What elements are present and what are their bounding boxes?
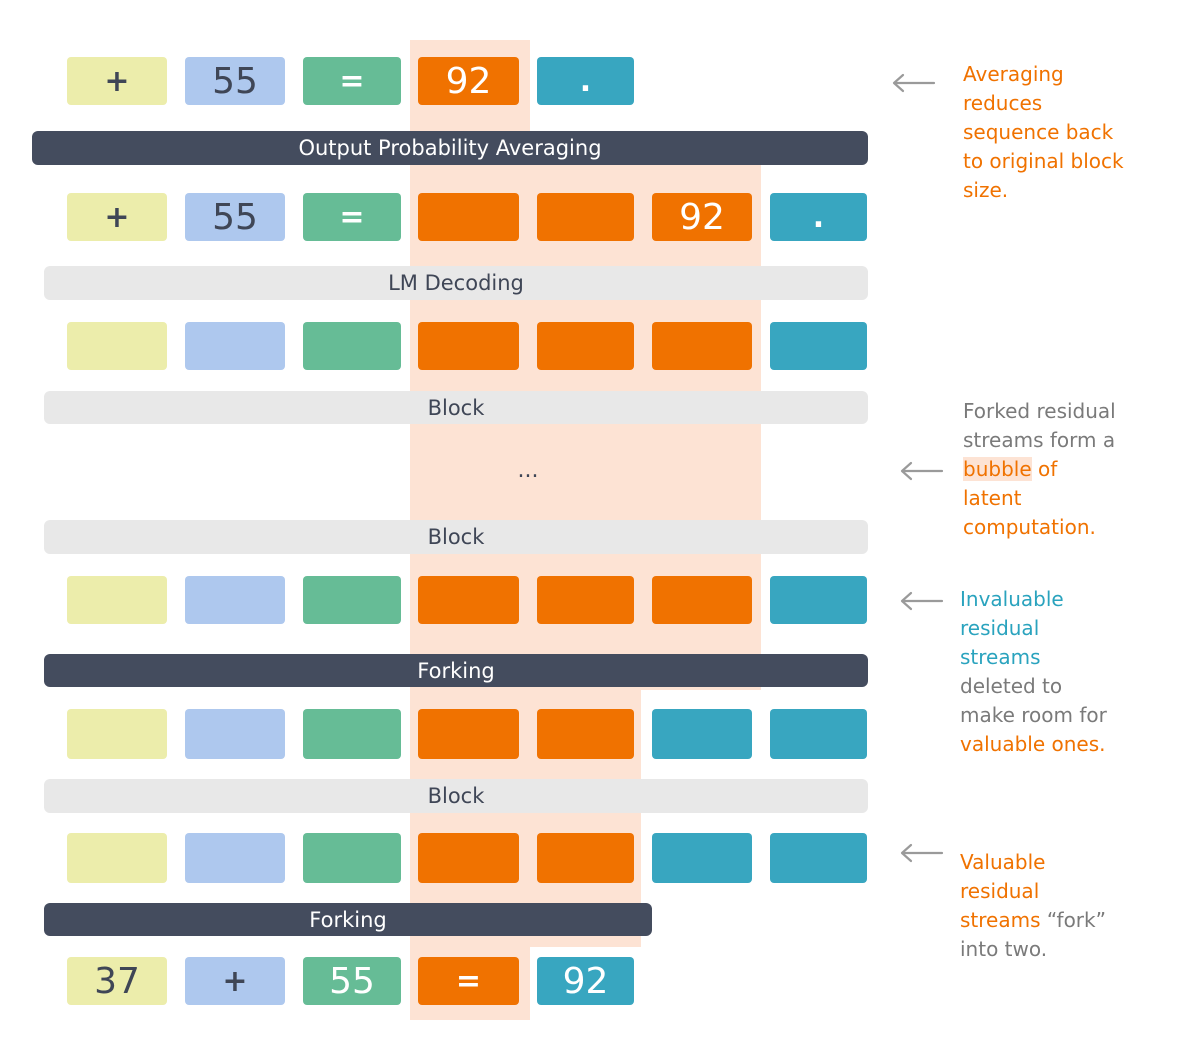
stream-row6-3 — [303, 833, 401, 883]
left-arrow-icon — [892, 73, 936, 93]
residual-stream-6 — [652, 322, 752, 370]
decoded-token-fork-b — [537, 193, 634, 241]
residual-stream-5 — [537, 322, 634, 370]
stream-row6-5 — [537, 833, 634, 883]
block-layer-lower: Block — [44, 779, 868, 813]
lm-decoding-layer: LM Decoding — [44, 266, 868, 300]
stream-row5-1 — [67, 709, 167, 759]
stream-row6-7 — [770, 833, 867, 883]
ellipsis: ... — [517, 458, 539, 483]
forked-stream-6 — [652, 576, 752, 624]
stream-row5-6 — [652, 709, 752, 759]
left-arrow-icon — [900, 591, 944, 611]
bubble-highlight: bubble — [963, 457, 1032, 481]
output-probability-averaging-layer: Output Probability Averaging — [32, 131, 868, 165]
averaging-annotation: Averaging reduces sequence back to origi… — [963, 62, 1124, 202]
stream-row5-7 — [770, 709, 867, 759]
stream-row5-5 — [537, 709, 634, 759]
output-token-92: 92 — [418, 57, 519, 105]
residual-stream-3 — [303, 322, 401, 370]
residual-stream-1 — [67, 322, 167, 370]
stream-row6-6 — [652, 833, 752, 883]
stream-row6-2 — [185, 833, 285, 883]
forked-stream-5 — [537, 576, 634, 624]
input-token-37: 37 — [67, 957, 167, 1005]
stream-row6-1 — [67, 833, 167, 883]
residual-stream-4 — [418, 322, 519, 370]
output-token-period: . — [537, 57, 634, 105]
decoded-token-92: 92 — [652, 193, 752, 241]
output-token-equals: = — [303, 57, 401, 105]
stream-row6-4 — [418, 833, 519, 883]
decoded-token-fork-a — [418, 193, 519, 241]
block-layer-middle: Block — [44, 520, 868, 554]
forked-stream-1 — [67, 576, 167, 624]
block-layer-top: Block — [44, 391, 868, 424]
output-token-plus: + — [67, 57, 167, 105]
invaluable-annotation: Invaluable residual streams deleted to m… — [960, 587, 1107, 756]
input-token-plus: + — [185, 957, 285, 1005]
forked-stream-3 — [303, 576, 401, 624]
input-token-92: 92 — [537, 957, 634, 1005]
forking-layer-top: Forking — [44, 654, 868, 687]
residual-stream-7 — [770, 322, 867, 370]
forking-layer-bottom: Forking — [44, 903, 652, 936]
forked-stream-7 — [770, 576, 867, 624]
decoded-token-55: 55 — [185, 193, 285, 241]
input-token-equals: = — [418, 957, 519, 1005]
left-arrow-icon — [900, 843, 944, 863]
left-arrow-icon — [900, 461, 944, 481]
residual-stream-2 — [185, 322, 285, 370]
stream-row5-3 — [303, 709, 401, 759]
output-token-55: 55 — [185, 57, 285, 105]
decoded-token-plus: + — [67, 193, 167, 241]
input-token-55: 55 — [303, 957, 401, 1005]
forked-stream-4 — [418, 576, 519, 624]
valuable-annotation: Valuable residual streams “fork” into tw… — [960, 850, 1106, 961]
stream-row5-2 — [185, 709, 285, 759]
decoded-token-period: . — [770, 193, 867, 241]
stream-row5-4 — [418, 709, 519, 759]
forked-stream-2 — [185, 576, 285, 624]
decoded-token-equals: = — [303, 193, 401, 241]
bubble-annotation: Forked residual streams form a bubble of… — [963, 399, 1116, 539]
